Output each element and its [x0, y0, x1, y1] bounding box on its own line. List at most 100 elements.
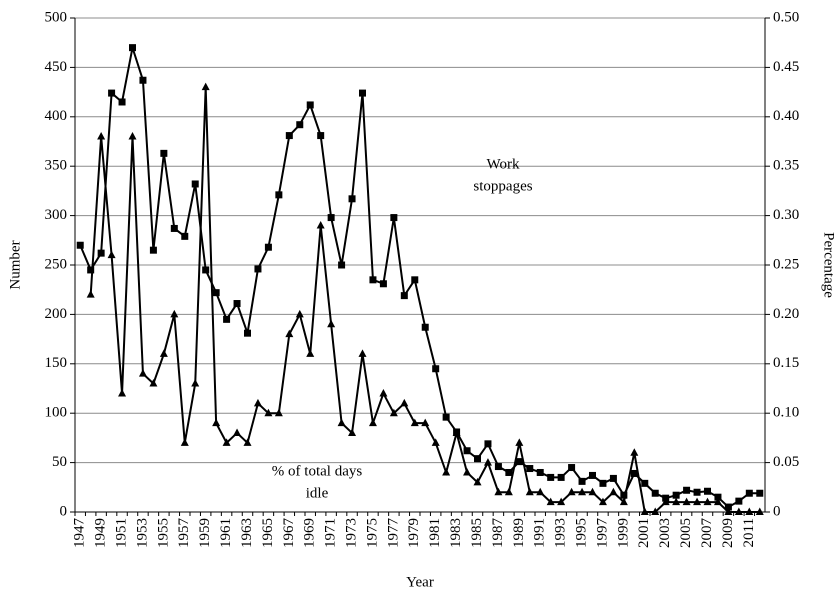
square-marker: [589, 471, 596, 479]
square-marker: [756, 489, 764, 497]
y-tick-label: 450: [45, 59, 68, 75]
triangle-marker: [525, 487, 534, 496]
triangle-marker: [619, 497, 628, 506]
x-tick-label: 2007: [699, 518, 715, 549]
x-tick-label: 1997: [594, 518, 610, 549]
square-marker: [129, 44, 136, 52]
triangle-marker: [348, 428, 357, 436]
square-marker: [724, 503, 732, 511]
square-marker: [170, 224, 178, 232]
triangle-marker: [201, 82, 210, 91]
triangle-marker: [724, 507, 733, 515]
y2-tick-label: 0.30: [773, 207, 799, 223]
triangle-marker: [212, 418, 221, 427]
y2-tick-label: 0.40: [773, 108, 799, 124]
triangle-marker: [379, 388, 388, 397]
square-marker: [181, 232, 189, 240]
triangle-marker: [233, 428, 242, 436]
square-marker: [735, 497, 743, 505]
square-marker: [390, 214, 398, 222]
square-marker: [578, 477, 586, 485]
square-marker: [421, 323, 429, 331]
triangle-marker: [630, 448, 639, 456]
y-tick-label: 50: [52, 454, 67, 470]
triangle-marker: [180, 438, 189, 446]
series-line: [89, 87, 760, 513]
triangle-marker: [546, 497, 555, 506]
square-marker: [97, 249, 105, 257]
y-tick-label: 150: [45, 355, 68, 371]
triangle-marker: [442, 467, 451, 476]
square-marker: [536, 468, 544, 476]
triangle-marker: [107, 250, 116, 259]
y-tick-label: 100: [45, 405, 68, 421]
triangle-marker: [368, 418, 377, 427]
triangle-marker: [452, 428, 461, 436]
y2-tick-label: 0.10: [773, 405, 799, 421]
square-marker: [630, 469, 638, 477]
triangle-marker: [97, 132, 106, 140]
triangle-marker: [640, 507, 649, 515]
triangle-marker: [578, 487, 587, 496]
triangle-marker: [421, 418, 430, 427]
square-marker: [547, 473, 555, 481]
square-marker: [118, 98, 126, 106]
x-tick-label: 2011: [741, 518, 757, 547]
square-marker: [202, 266, 210, 274]
square-marker: [745, 489, 753, 497]
triangle-marker: [274, 408, 283, 417]
triangle-marker: [128, 132, 137, 140]
square-marker: [515, 458, 523, 466]
square-marker: [296, 121, 304, 129]
triangle-marker: [431, 438, 440, 446]
triangle-marker: [86, 290, 95, 298]
x-tick-label: 1959: [197, 518, 213, 548]
square-marker: [505, 468, 513, 476]
y2-tick-label: 0.25: [773, 256, 799, 272]
x-tick-label: 1955: [155, 518, 171, 548]
x-tick-label: 1999: [615, 518, 631, 548]
triangle-marker: [463, 467, 472, 476]
square-marker: [557, 473, 565, 481]
square-marker: [474, 455, 481, 463]
square-marker: [599, 479, 607, 487]
square-marker: [714, 493, 722, 501]
square-marker: [568, 464, 576, 472]
x-tick-label: 2009: [720, 518, 736, 548]
x-tick-label: 1963: [239, 518, 255, 548]
triangle-marker: [306, 349, 315, 357]
x-tick-label: 1965: [260, 518, 276, 548]
x-tick-label: 1983: [448, 518, 464, 548]
triangle-marker: [191, 379, 200, 387]
y-axis-label: Number: [7, 240, 23, 289]
triangle-marker: [410, 418, 419, 427]
triangle-marker: [316, 220, 325, 229]
square-marker: [254, 265, 262, 273]
annotation: idle: [306, 485, 329, 501]
x-tick-label: 2001: [636, 518, 652, 548]
y2-tick-label: 0: [773, 503, 781, 519]
triangle-marker: [264, 408, 273, 417]
square-marker: [463, 447, 471, 455]
y2-tick-label: 0.20: [773, 306, 799, 322]
triangle-marker: [473, 477, 482, 486]
annotation: stoppages: [473, 178, 532, 194]
y2-tick-label: 0.35: [773, 158, 799, 174]
triangle-marker: [515, 438, 524, 446]
square-marker: [400, 292, 408, 300]
x-tick-label: 1989: [511, 518, 527, 548]
x-tick-label: 1991: [532, 518, 548, 548]
triangle-marker: [693, 497, 702, 506]
square-marker: [285, 132, 293, 140]
triangle-marker: [222, 438, 231, 446]
square-marker: [149, 246, 157, 254]
y-tick-label: 350: [45, 158, 68, 174]
square-marker: [108, 89, 116, 97]
triangle-marker: [734, 507, 743, 515]
square-marker: [494, 463, 502, 471]
square-marker: [233, 300, 241, 308]
triangle-marker: [661, 497, 670, 506]
x-tick-label: 1951: [113, 518, 129, 548]
